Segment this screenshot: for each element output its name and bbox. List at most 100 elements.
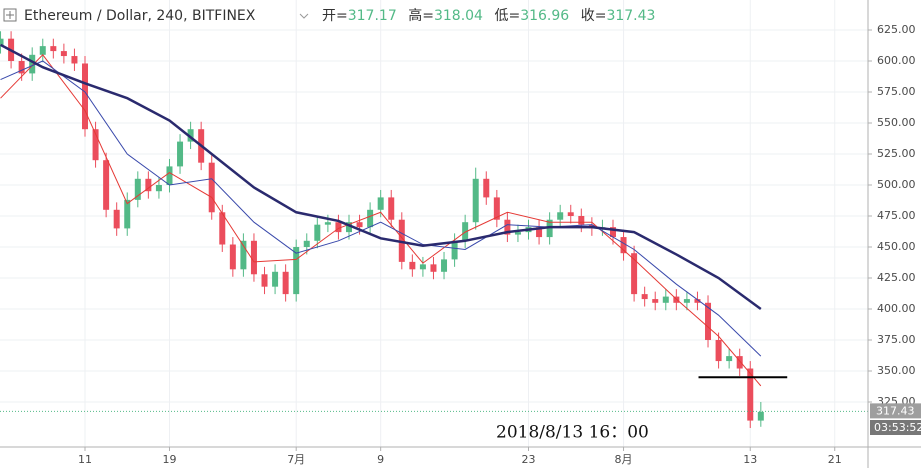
candle-body (155, 184, 162, 192)
candle-body (219, 212, 226, 245)
y-tick-label: 350.00 (877, 364, 916, 377)
candle-body (60, 51, 67, 57)
close-label: 收= (581, 8, 607, 24)
x-tick-label: 23 (522, 453, 536, 466)
candle-body (409, 261, 416, 270)
x-tick-label: 7月 (287, 453, 305, 466)
low-label: 低= (494, 8, 520, 24)
y-tick-label: 575.00 (877, 85, 916, 98)
candle-body (335, 222, 342, 233)
candle-body (472, 178, 479, 223)
candle-body (187, 129, 194, 142)
y-tick-label: 500.00 (877, 178, 916, 191)
candle-body (314, 224, 321, 241)
candle-body (145, 178, 152, 192)
y-tick-label: 400.00 (877, 302, 916, 315)
annotation: 2018/8/13 16：00 (496, 423, 649, 443)
x-tick-label: 9 (377, 453, 384, 466)
y-tick-label: 375.00 (877, 333, 916, 346)
candle-body (356, 222, 363, 228)
candle-body (683, 299, 690, 303)
y-tick-label: 625.00 (877, 23, 916, 36)
candle-body (419, 264, 426, 270)
x-tick-label: 8月 (615, 453, 633, 466)
candle-body (388, 197, 395, 220)
candle-body (620, 237, 627, 254)
y-tick-label: 475.00 (877, 209, 916, 222)
candle-body (747, 368, 754, 421)
moving-average (0, 43, 762, 311)
candle-body (504, 219, 511, 235)
candle-body (662, 296, 669, 303)
candle-body (345, 222, 352, 233)
x-tick-label: 21 (828, 453, 842, 466)
toolbar-icon[interactable] (3, 8, 17, 22)
y-tick-label: 600.00 (877, 54, 916, 67)
candle-body (29, 54, 36, 74)
candle-body (177, 141, 184, 167)
open-label: 开= (322, 8, 348, 24)
candle-body (103, 160, 110, 210)
candle-body (113, 209, 120, 229)
candle-body (557, 212, 564, 220)
x-tick-label: 11 (78, 453, 92, 466)
candle-body (82, 63, 89, 130)
candle-body (92, 129, 99, 161)
price-tag-box (870, 403, 921, 419)
chart-title: Ethereum / Dollar, 240, BITFINEX (24, 8, 256, 24)
candle-body (652, 299, 659, 303)
y-tick-label: 525.00 (877, 147, 916, 160)
moving-average (0, 54, 762, 387)
candle-body (430, 264, 437, 272)
candle-body (377, 197, 384, 210)
candle-body (441, 259, 448, 272)
candle-body (0, 38, 4, 47)
low-value: 316.96 (520, 8, 569, 24)
candle-body (261, 274, 268, 287)
candle-body (567, 212, 574, 216)
candle-body (715, 339, 722, 362)
candle-body (736, 356, 743, 369)
candle-body (282, 271, 289, 295)
moving-average (0, 60, 762, 357)
dropdown[interactable] (299, 13, 309, 19)
candle-body (483, 178, 490, 198)
candle-body (578, 215, 585, 225)
candle-body (367, 209, 374, 228)
candle-body (240, 240, 247, 270)
candle-body (609, 227, 616, 238)
candle-body (124, 199, 131, 229)
high-value: 318.04 (434, 8, 483, 24)
y-tick-label: 550.00 (877, 116, 916, 129)
candle-body (39, 46, 46, 55)
candle-body (757, 411, 764, 421)
toolbar-icon-cross (6, 11, 14, 19)
candle-body (50, 46, 57, 52)
price-tag: 317.43 (876, 404, 915, 417)
candle-body (208, 162, 215, 213)
candle-body (250, 240, 257, 275)
candle-body (514, 232, 521, 235)
candle-body (134, 178, 141, 200)
candle-body (705, 302, 712, 340)
countdown: 03:53:52 (874, 421, 921, 434)
candle-body (324, 222, 331, 225)
candle-body (272, 271, 279, 287)
open-value: 317.17 (348, 8, 397, 24)
close-value: 317.43 (606, 8, 655, 24)
candle-body (303, 240, 310, 247)
candle-body (462, 222, 469, 241)
candle-body (726, 356, 733, 362)
candle-body (166, 166, 173, 185)
candle-body (18, 61, 25, 74)
candle-body (293, 246, 300, 295)
candle-body (536, 227, 543, 238)
high-label: 高= (408, 7, 434, 24)
candle-body (641, 294, 648, 300)
candle-body (493, 197, 500, 220)
candle-body (694, 299, 701, 303)
candle-body (229, 244, 236, 270)
y-tick-label: 425.00 (877, 271, 916, 284)
candle-body (451, 240, 458, 260)
